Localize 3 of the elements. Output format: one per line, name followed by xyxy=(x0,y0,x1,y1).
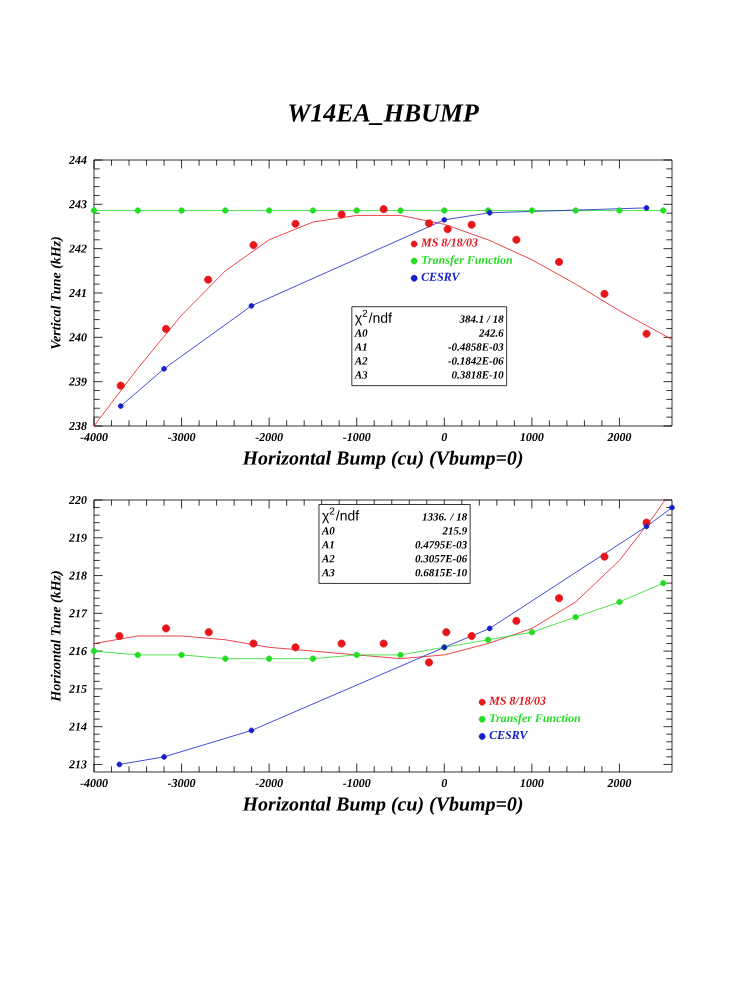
x-axis-title: Horizontal Bump (cu) (Vbump=0) xyxy=(242,796,523,815)
chart-title: W14EA_HBUMP xyxy=(289,104,479,125)
x-axis-title: Horizontal Bump (cu) (Vbump=0) xyxy=(242,450,523,469)
